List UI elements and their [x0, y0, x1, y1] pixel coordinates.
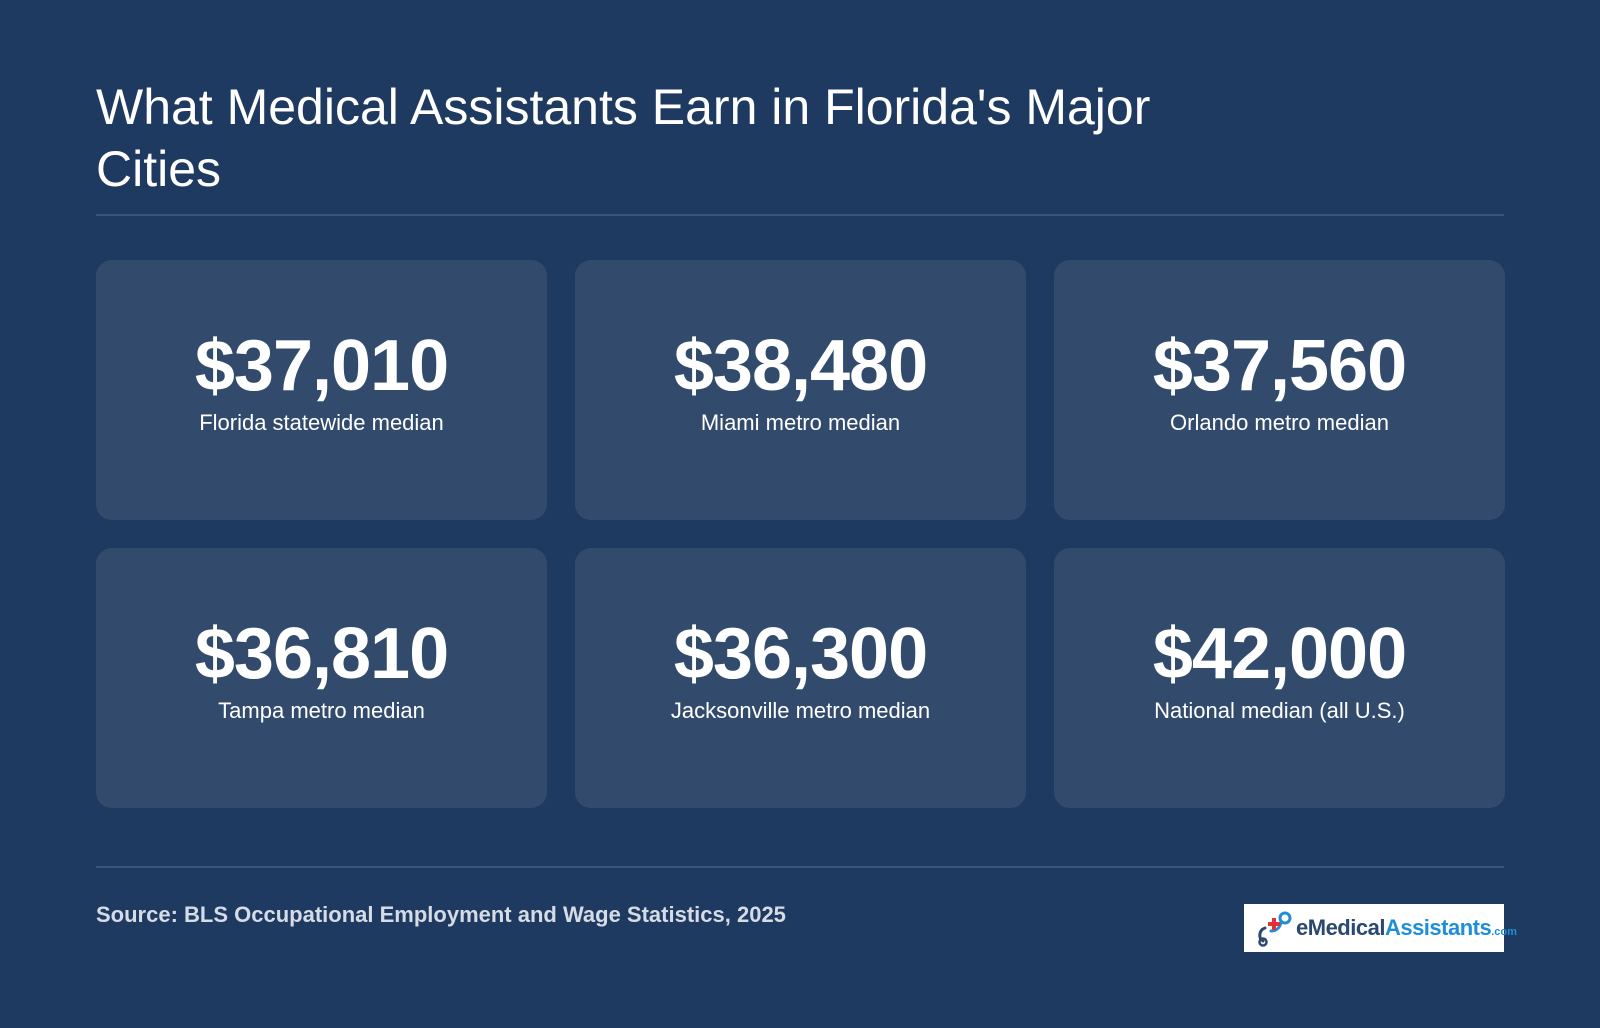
page-title: What Medical Assistants Earn in Florida'… — [96, 79, 1151, 197]
salary-card-grid: $37,010 Florida statewide median $38,480… — [96, 260, 1505, 808]
stat-label: National median (all U.S.) — [1154, 698, 1405, 723]
stat-card-tampa: $36,810 Tampa metro median — [96, 548, 547, 808]
logo-wordmark: eMedicalAssistants.com — [1296, 915, 1517, 940]
stat-value: $36,300 — [673, 614, 928, 694]
stat-value: $36,810 — [194, 614, 449, 694]
stat-card-florida: $37,010 Florida statewide median — [96, 260, 547, 520]
stat-card-miami: $38,480 Miami metro median — [575, 260, 1026, 520]
stat-label: Orlando metro median — [1170, 410, 1389, 435]
stat-label: Florida statewide median — [199, 410, 444, 435]
stat-value: $42,000 — [1152, 614, 1407, 694]
stat-label: Jacksonville metro median — [670, 698, 931, 723]
stat-value: $38,480 — [673, 326, 928, 406]
site-logo[interactable]: eMedicalAssistants.com — [1244, 904, 1517, 952]
title-divider — [96, 214, 1504, 216]
stat-card-orlando: $37,560 Orlando metro median — [1054, 260, 1505, 520]
stat-card-jacksonville: $36,300 Jacksonville metro median — [575, 548, 1026, 808]
stat-label: Tampa metro median — [218, 698, 425, 723]
stat-value: $37,010 — [194, 326, 449, 406]
medical-cross-logo-icon — [1258, 911, 1292, 947]
stat-card-national: $42,000 National median (all U.S.) — [1054, 548, 1505, 808]
stat-label: Miami metro median — [700, 410, 901, 435]
stat-value: $37,560 — [1152, 326, 1407, 406]
source-citation: Source: BLS Occupational Employment and … — [96, 902, 786, 927]
footer-divider — [96, 866, 1504, 868]
